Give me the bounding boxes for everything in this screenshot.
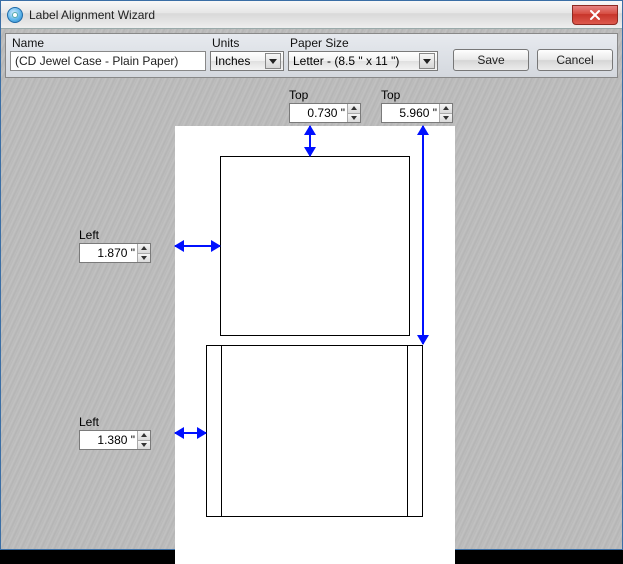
cancel-button[interactable]: Cancel [537, 49, 613, 71]
top1-label: Top [289, 88, 361, 102]
save-button-label: Save [477, 53, 504, 67]
arrow-left-2 [175, 427, 206, 439]
disc-icon [7, 7, 23, 23]
toolbar: Name Units Inches Paper Size Letter - (8… [5, 33, 618, 78]
left2-spin-down[interactable] [138, 440, 150, 450]
name-input[interactable] [10, 51, 206, 71]
units-value: Inches [215, 54, 265, 68]
label-outline-1 [220, 156, 410, 336]
chevron-down-icon [351, 116, 357, 120]
top2-spin-down[interactable] [440, 113, 452, 123]
paper-dropdown-button[interactable] [419, 53, 435, 69]
name-label: Name [10, 36, 206, 50]
preview-stage: Top Top [5, 78, 618, 545]
units-label: Units [210, 36, 284, 50]
left1-spin-down[interactable] [138, 253, 150, 263]
paper-label: Paper Size [288, 36, 438, 50]
label-outline-2 [206, 345, 423, 517]
chevron-down-icon [141, 443, 147, 447]
top1-spin-down[interactable] [348, 113, 360, 123]
top1-control: Top [289, 88, 361, 123]
chevron-down-icon [423, 59, 431, 64]
units-select[interactable]: Inches [210, 51, 284, 71]
chevron-up-icon [141, 433, 147, 437]
chevron-down-icon [141, 256, 147, 260]
dialog-window: Label Alignment Wizard Name Units Inches [0, 0, 623, 550]
close-button[interactable] [572, 5, 618, 25]
label2-inner-left-line [221, 346, 222, 516]
top2-label: Top [381, 88, 453, 102]
name-field: Name [10, 36, 206, 71]
top1-spin-up[interactable] [348, 104, 360, 113]
chevron-up-icon [141, 246, 147, 250]
left1-control: Left [79, 228, 151, 263]
arrow-top-2 [417, 126, 429, 344]
cancel-button-label: Cancel [556, 53, 593, 67]
top1-input[interactable] [290, 104, 347, 122]
save-button[interactable]: Save [453, 49, 529, 71]
left1-label: Left [79, 228, 151, 242]
chevron-down-icon [443, 116, 449, 120]
paper-value: Letter - (8.5 " x 11 ") [293, 54, 419, 68]
left1-input[interactable] [80, 244, 137, 262]
chevron-up-icon [351, 106, 357, 110]
top1-spinner[interactable] [289, 103, 361, 123]
top2-spinner[interactable] [381, 103, 453, 123]
paper-size-select[interactable]: Letter - (8.5 " x 11 ") [288, 51, 438, 71]
top2-input[interactable] [382, 104, 439, 122]
left2-input[interactable] [80, 431, 137, 449]
left2-control: Left [79, 415, 151, 450]
left2-label: Left [79, 415, 151, 429]
units-dropdown-button[interactable] [265, 53, 281, 69]
chevron-down-icon [269, 59, 277, 64]
window-title: Label Alignment Wizard [29, 8, 572, 22]
top2-control: Top [381, 88, 453, 123]
chevron-up-icon [443, 106, 449, 110]
left1-spin-up[interactable] [138, 244, 150, 253]
client-area: Name Units Inches Paper Size Letter - (8… [1, 29, 622, 549]
titlebar[interactable]: Label Alignment Wizard [1, 1, 622, 29]
left2-spin-up[interactable] [138, 431, 150, 440]
left1-spinner[interactable] [79, 243, 151, 263]
arrow-left-1 [175, 240, 220, 252]
label2-inner-right-line [407, 346, 408, 516]
arrow-top-1 [304, 126, 316, 156]
left2-spinner[interactable] [79, 430, 151, 450]
top2-spin-up[interactable] [440, 104, 452, 113]
paper-field: Paper Size Letter - (8.5 " x 11 ") [288, 36, 438, 71]
close-icon [589, 10, 601, 20]
units-field: Units Inches [210, 36, 284, 71]
